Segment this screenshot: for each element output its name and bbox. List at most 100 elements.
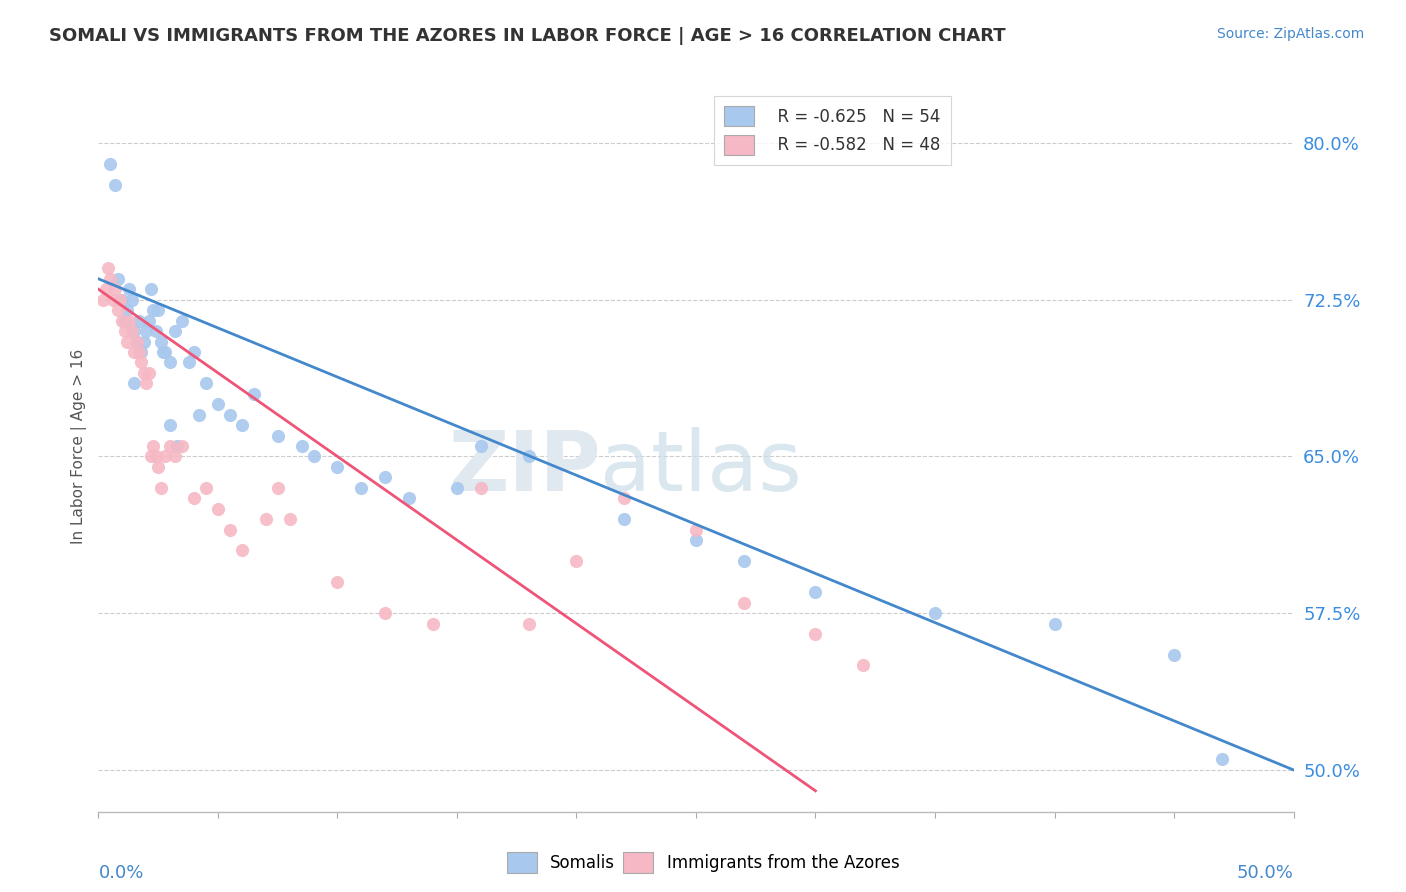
Point bbox=[326, 459, 349, 474]
Point bbox=[124, 345, 146, 359]
Point bbox=[517, 450, 540, 464]
Point bbox=[118, 313, 141, 327]
Point bbox=[565, 554, 588, 568]
Point bbox=[219, 523, 242, 537]
Point bbox=[326, 574, 349, 589]
Point bbox=[132, 334, 155, 349]
Point bbox=[733, 554, 755, 568]
Point bbox=[94, 282, 117, 296]
Point bbox=[98, 272, 122, 286]
Point bbox=[114, 313, 136, 327]
Point bbox=[145, 450, 167, 464]
Point bbox=[139, 282, 162, 296]
Point bbox=[243, 386, 266, 401]
Point bbox=[470, 481, 492, 495]
Point bbox=[138, 366, 160, 380]
Point bbox=[183, 491, 205, 506]
Point bbox=[155, 450, 177, 464]
Point bbox=[128, 313, 150, 327]
Point bbox=[685, 523, 707, 537]
Point bbox=[350, 481, 373, 495]
Point bbox=[924, 606, 946, 620]
Text: Source: ZipAtlas.com: Source: ZipAtlas.com bbox=[1216, 27, 1364, 41]
Point bbox=[107, 272, 129, 286]
Y-axis label: In Labor Force | Age > 16: In Labor Force | Age > 16 bbox=[72, 349, 87, 543]
Point bbox=[446, 481, 468, 495]
Point bbox=[135, 376, 157, 391]
Point bbox=[267, 481, 290, 495]
Point bbox=[91, 293, 114, 307]
Point bbox=[132, 366, 155, 380]
Point bbox=[733, 596, 755, 610]
Point bbox=[115, 303, 138, 318]
Point bbox=[804, 585, 827, 599]
Text: 0.0%: 0.0% bbox=[98, 864, 143, 882]
Point bbox=[517, 616, 540, 631]
Point bbox=[195, 376, 218, 391]
Point bbox=[1043, 616, 1066, 631]
Point bbox=[148, 303, 170, 318]
Point bbox=[131, 345, 153, 359]
Point bbox=[187, 408, 209, 422]
Point bbox=[118, 282, 141, 296]
Point bbox=[207, 397, 229, 411]
Point bbox=[124, 324, 146, 338]
Point bbox=[183, 345, 205, 359]
Point bbox=[107, 303, 129, 318]
Point bbox=[470, 439, 492, 453]
Point bbox=[97, 261, 120, 276]
Point bbox=[852, 658, 875, 673]
Point bbox=[207, 501, 229, 516]
Point bbox=[685, 533, 707, 547]
Point bbox=[374, 470, 396, 484]
Point bbox=[163, 450, 186, 464]
Point bbox=[128, 345, 150, 359]
Point bbox=[1163, 648, 1185, 662]
Point bbox=[149, 334, 172, 349]
Point bbox=[125, 334, 148, 349]
Point bbox=[108, 293, 131, 307]
Point bbox=[159, 418, 181, 433]
Point bbox=[278, 512, 301, 526]
Point bbox=[125, 334, 148, 349]
Point bbox=[172, 313, 194, 327]
Point bbox=[302, 450, 325, 464]
Point bbox=[267, 428, 290, 442]
Text: SOMALI VS IMMIGRANTS FROM THE AZORES IN LABOR FORCE | AGE > 16 CORRELATION CHART: SOMALI VS IMMIGRANTS FROM THE AZORES IN … bbox=[49, 27, 1005, 45]
Point bbox=[231, 543, 253, 558]
Point bbox=[111, 313, 134, 327]
Point bbox=[172, 439, 194, 453]
Point bbox=[422, 616, 444, 631]
Point bbox=[138, 313, 160, 327]
Point bbox=[159, 439, 181, 453]
Legend:   R = -0.625   N = 54,   R = -0.582   N = 48: R = -0.625 N = 54, R = -0.582 N = 48 bbox=[714, 96, 950, 165]
Point bbox=[145, 324, 167, 338]
Point bbox=[291, 439, 314, 453]
Point bbox=[166, 439, 188, 453]
Text: 50.0%: 50.0% bbox=[1237, 864, 1294, 882]
Point bbox=[111, 293, 134, 307]
Point bbox=[195, 481, 218, 495]
Point bbox=[219, 408, 242, 422]
Legend: Somalis, Immigrants from the Azores: Somalis, Immigrants from the Azores bbox=[501, 846, 905, 880]
Point bbox=[152, 345, 174, 359]
Point bbox=[231, 418, 253, 433]
Point bbox=[104, 282, 127, 296]
Point bbox=[142, 303, 165, 318]
Point bbox=[131, 355, 153, 369]
Point bbox=[115, 334, 138, 349]
Point bbox=[163, 324, 186, 338]
Point bbox=[155, 345, 177, 359]
Point bbox=[98, 157, 122, 171]
Point bbox=[142, 439, 165, 453]
Point bbox=[159, 355, 181, 369]
Text: ZIP: ZIP bbox=[449, 427, 600, 508]
Point bbox=[804, 627, 827, 641]
Point bbox=[121, 293, 143, 307]
Point bbox=[139, 450, 162, 464]
Text: atlas: atlas bbox=[600, 427, 801, 508]
Point bbox=[254, 512, 277, 526]
Point bbox=[104, 178, 127, 192]
Point bbox=[1211, 752, 1233, 766]
Point bbox=[613, 512, 636, 526]
